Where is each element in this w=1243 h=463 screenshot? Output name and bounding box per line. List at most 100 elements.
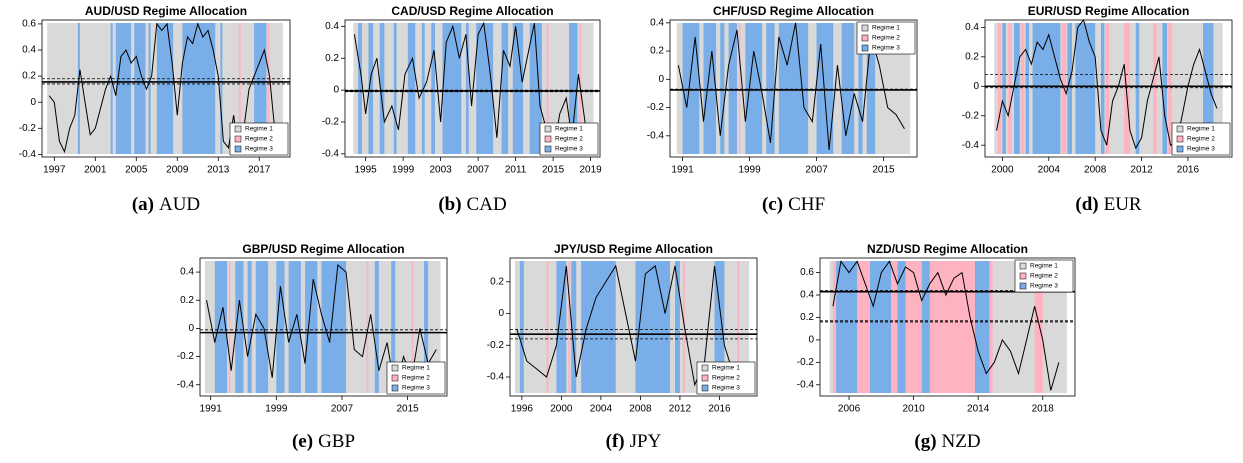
subcaption: (e) GBP xyxy=(292,431,355,452)
x-tick-label: 2003 xyxy=(430,165,453,176)
y-tick-label: 0.2 xyxy=(325,53,339,64)
legend-label: Regime 3 xyxy=(245,146,273,153)
regime-span xyxy=(1203,23,1214,154)
y-tick-label: -0.2 xyxy=(797,357,815,368)
legend-swatch xyxy=(234,125,242,133)
legend-swatch xyxy=(701,374,709,382)
y-tick-label: 0 xyxy=(498,308,504,319)
panel: -0.4 -0.2 0 0.2 0.4 1991 1999 2007 2015 CHF/USD R… xyxy=(647,4,918,215)
regime-span xyxy=(391,261,396,393)
plot-frame xyxy=(41,19,291,158)
chart-title: AUD/USD Regime Allocation xyxy=(85,4,247,18)
regime-span xyxy=(1025,23,1030,154)
regime-span xyxy=(411,261,414,393)
y-tick-label: 0.4 xyxy=(650,17,664,28)
y-tick-label: -0.2 xyxy=(322,117,340,128)
regime-span xyxy=(1162,23,1168,154)
legend-label: Regime 1 xyxy=(1030,263,1058,270)
x-tick-label: 2006 xyxy=(838,404,861,415)
regime-span xyxy=(1020,23,1025,154)
regime-span xyxy=(546,261,549,393)
regime-span xyxy=(366,261,369,393)
legend-swatch xyxy=(1176,125,1184,133)
subcaption: (g) NZD xyxy=(914,431,980,452)
x-tick-label: 2000 xyxy=(550,404,573,415)
regime-span xyxy=(745,23,763,154)
regime-span xyxy=(1032,23,1061,154)
regime-span xyxy=(1135,23,1140,154)
x-tick-label: 2010 xyxy=(902,404,925,415)
y-tick-label: 0.6 xyxy=(22,19,36,30)
legend-label: Regime 2 xyxy=(872,35,900,42)
legend-swatch xyxy=(861,34,869,42)
legend-label: Regime 2 xyxy=(555,136,583,143)
subcaption-label: (g) xyxy=(914,431,936,452)
chart-title: CHF/USD Regime Allocation xyxy=(713,4,874,18)
subcaption-label: (f) xyxy=(606,431,625,452)
regime-span xyxy=(1034,261,1043,393)
regime-span xyxy=(556,261,567,393)
y-tick-label: 0 xyxy=(808,335,814,346)
regime-span xyxy=(714,261,725,393)
x-tick-label: 1999 xyxy=(392,165,415,176)
panel: -0.4 -0.2 0 0.2 1996 2000 2004 2008 2012 2016 JPY/… xyxy=(487,242,758,452)
legend-swatch xyxy=(544,125,552,133)
regime-span xyxy=(267,23,270,154)
regime-span xyxy=(288,261,301,393)
regime-span xyxy=(546,23,549,154)
regime-span xyxy=(512,23,524,154)
regime-span xyxy=(77,23,80,154)
regime-span xyxy=(379,23,385,154)
regime-span xyxy=(374,261,379,393)
y-tick-label: 0 xyxy=(333,85,339,96)
y-tick-label: 0.4 xyxy=(22,45,36,56)
regime-span xyxy=(832,261,837,393)
chart-title: NZD/USD Regime Allocation xyxy=(867,242,1028,256)
x-tick-label: 2004 xyxy=(1038,165,1061,176)
plot-frame xyxy=(819,257,1076,397)
x-tick-label: 2001 xyxy=(84,165,107,176)
regime-span xyxy=(519,261,524,393)
subcaption-text: NZD xyxy=(942,431,981,452)
regime-span xyxy=(1013,23,1020,154)
y-tick-label: -0.4 xyxy=(647,130,665,141)
legend-label: Regime 2 xyxy=(1030,273,1058,280)
regime-span xyxy=(228,261,231,393)
legend-swatch xyxy=(234,135,242,143)
subcaption-label: (b) xyxy=(438,194,461,215)
y-tick-label: -0.2 xyxy=(19,123,37,134)
y-tick-label: 0.2 xyxy=(490,276,504,287)
x-tick-label: 2005 xyxy=(125,165,148,176)
regime-span xyxy=(974,261,990,393)
x-tick-label: 2015 xyxy=(872,165,895,176)
regime-span xyxy=(254,23,267,154)
legend-label: Regime 3 xyxy=(1030,283,1058,290)
x-tick-label: 2004 xyxy=(590,404,613,415)
regime-span xyxy=(766,23,775,154)
regime-span xyxy=(529,23,542,154)
chart-title: JPY/USD Regime Allocation xyxy=(554,242,713,256)
y-tick-label: -0.4 xyxy=(19,149,37,160)
plot-frame xyxy=(344,19,601,158)
legend-swatch xyxy=(1176,135,1184,143)
legend-swatch xyxy=(1176,145,1184,153)
legend-swatch xyxy=(701,364,709,372)
chart-title: EUR/USD Regime Allocation xyxy=(1028,4,1190,18)
regime-span xyxy=(368,23,374,154)
x-tick-label: 2000 xyxy=(991,165,1014,176)
legend-swatch xyxy=(1019,272,1027,280)
legend-label: Regime 1 xyxy=(555,126,583,133)
y-tick-label: -0.2 xyxy=(647,102,665,113)
regime-span xyxy=(235,261,244,393)
regime-span xyxy=(674,261,680,393)
regime-span xyxy=(115,23,132,154)
y-tick-label: -0.4 xyxy=(322,148,340,159)
regime-span xyxy=(1008,23,1012,154)
regime-span xyxy=(214,261,228,393)
subcaption-text: JPY xyxy=(630,431,662,452)
subcaption: (c) CHF xyxy=(762,194,825,215)
data-line xyxy=(516,264,745,387)
subcaption-label: (e) xyxy=(292,431,313,452)
regime-span xyxy=(110,23,113,154)
